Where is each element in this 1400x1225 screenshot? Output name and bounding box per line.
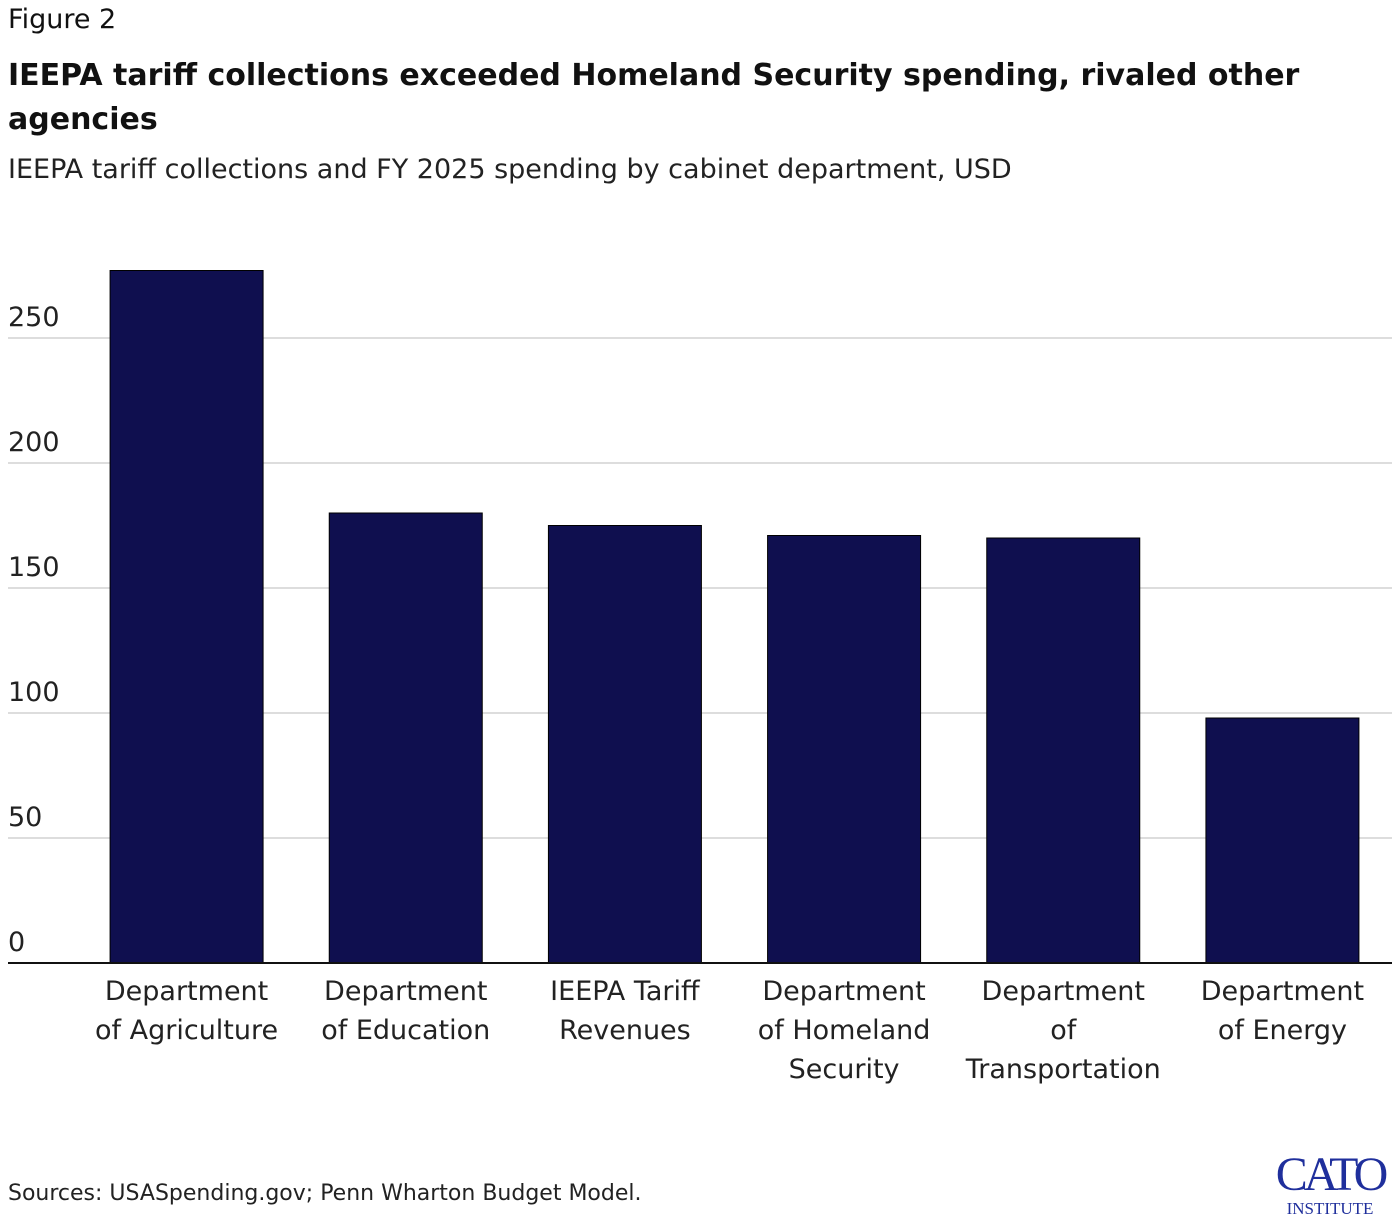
- x-tick-label: of: [1050, 1015, 1078, 1046]
- bar: [547, 525, 702, 964]
- x-tick-label: IEEPA Tariff: [550, 976, 701, 1007]
- y-tick-label: 0: [8, 927, 25, 958]
- y-tick-label: 50: [8, 802, 42, 833]
- x-tick-label: Department: [982, 976, 1145, 1007]
- x-tick-label: Transportation: [965, 1054, 1161, 1085]
- x-tick-label: of Homeland: [758, 1015, 931, 1046]
- x-tick-label: of Energy: [1218, 1015, 1347, 1046]
- svg-text:CATO: CATO: [1276, 1148, 1387, 1201]
- chart-subtitle: IEEPA tariff collections and FY 2025 spe…: [8, 154, 1012, 185]
- x-tick-label: of Agriculture: [95, 1015, 278, 1046]
- x-tick-label: Department: [1201, 976, 1364, 1007]
- y-tick-label: 150: [8, 552, 60, 583]
- bar: [767, 535, 922, 964]
- x-tick-label: Department: [762, 976, 925, 1007]
- x-tick-label: Department: [105, 976, 268, 1007]
- y-tick-label: 200: [8, 427, 60, 458]
- svg-text:INSTITUTE: INSTITUTE: [1287, 1199, 1374, 1218]
- x-tick-label: Revenues: [559, 1015, 691, 1046]
- bar: [109, 270, 264, 964]
- bar: [328, 512, 483, 964]
- chart-title: IEEPA tariff collections exceeded Homela…: [8, 58, 1300, 137]
- x-tick-label: Security: [789, 1054, 900, 1085]
- bar: [986, 537, 1141, 964]
- bar-chart: 0 50 100 150 200 250 Department of Agriculture D…: [8, 270, 1392, 1085]
- x-tick-label: Department: [324, 976, 487, 1007]
- y-tick-label: 100: [8, 677, 60, 708]
- y-tick-label: 250: [8, 302, 60, 333]
- source-note: Sources: USASpending.gov; Penn Wharton B…: [8, 1181, 642, 1206]
- bar: [1205, 717, 1360, 964]
- cato-institute-logo: CATO INSTITUTE: [1276, 1148, 1391, 1218]
- figure-label: Figure 2: [8, 4, 117, 35]
- x-tick-label: of Education: [321, 1015, 490, 1046]
